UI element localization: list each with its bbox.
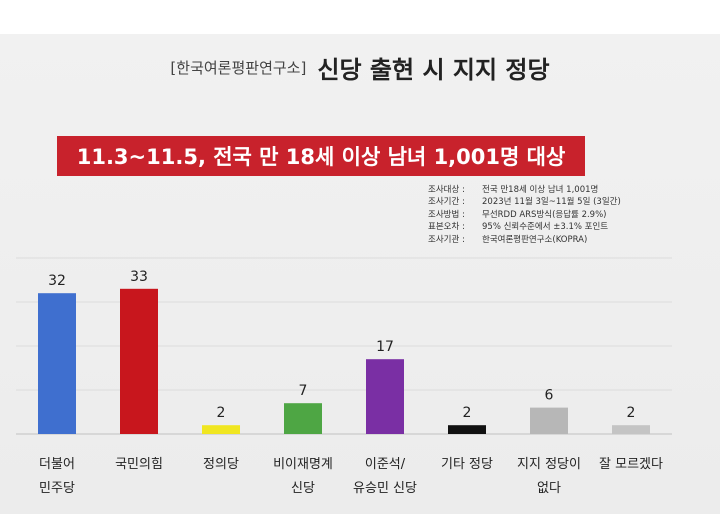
data-label: 17 bbox=[376, 339, 394, 355]
bar bbox=[612, 425, 650, 434]
survey-info-value: 95% 신뢰수준에서 ±3.1% 포인트 bbox=[482, 222, 609, 233]
survey-info-key: 조사기간 : bbox=[428, 197, 465, 208]
category-label: 이준석/유승민 신당 bbox=[353, 457, 417, 496]
category-label: 잘 모르겠다 bbox=[599, 457, 663, 472]
bar bbox=[530, 407, 568, 434]
chart-header: [한국여론평판연구소] 신당 출현 시 지지 정당 bbox=[0, 50, 720, 85]
data-label: 6 bbox=[545, 388, 554, 404]
bar bbox=[366, 359, 404, 434]
data-label: 2 bbox=[217, 405, 226, 421]
data-label: 32 bbox=[48, 273, 66, 289]
data-label: 2 bbox=[463, 405, 472, 421]
survey-info-value: 전국 만18세 이상 남녀 1,001명 bbox=[482, 185, 599, 195]
category-label: 정의당 bbox=[203, 457, 239, 472]
category-label: 지지 정당이 없다 bbox=[517, 457, 581, 496]
bar bbox=[202, 425, 240, 434]
bar bbox=[284, 403, 322, 434]
survey-info-value: 2023년 11월 3일~11월 5일 (3일간) bbox=[482, 197, 621, 208]
survey-info: 조사대상 : 전국 만18세 이상 남녀 1,001명 조사기간 : 2023년… bbox=[428, 184, 698, 246]
data-label: 2 bbox=[627, 405, 636, 421]
category-label: 기타 정당 bbox=[441, 457, 493, 472]
category-label: 더불어 민주당 bbox=[39, 457, 75, 496]
survey-info-value: 한국여론평판연구소(KOPRA) bbox=[482, 234, 588, 245]
category-label: 비이재명계 신당 bbox=[273, 457, 333, 496]
survey-info-row: 조사대상 : 전국 만18세 이상 남녀 1,001명 bbox=[428, 184, 698, 196]
survey-info-row: 조사방법 : 무선RDD ARS방식(응답률 2.9%) bbox=[428, 209, 698, 221]
survey-info-value: 무선RDD ARS방식(응답률 2.9%) bbox=[482, 209, 607, 220]
survey-info-row: 표본오차 : 95% 신뢰수준에서 ±3.1% 포인트 bbox=[428, 221, 698, 233]
bar bbox=[448, 425, 486, 434]
source-label: [한국여론평판연구소] bbox=[170, 59, 307, 77]
survey-banner: 11.3~11.5, 전국 만 18세 이상 남녀 1,001명 대상 bbox=[57, 136, 585, 176]
data-label: 33 bbox=[130, 269, 148, 285]
bar bbox=[38, 293, 76, 434]
bar bbox=[120, 288, 158, 434]
data-label: 7 bbox=[299, 383, 308, 399]
chart-title: 신당 출현 시 지지 정당 bbox=[317, 56, 550, 84]
survey-info-key: 조사기관 : bbox=[428, 234, 465, 245]
survey-info-row: 조사기간 : 2023년 11월 3일~11월 5일 (3일간) bbox=[428, 196, 698, 208]
category-label: 국민의힘 bbox=[115, 457, 163, 472]
survey-info-key: 조사대상 : bbox=[428, 185, 465, 195]
survey-info-key: 조사방법 : bbox=[428, 209, 465, 220]
survey-info-key: 표본오차 : bbox=[428, 222, 465, 233]
survey-info-row: 조사기관 : 한국여론평판연구소(KOPRA) bbox=[428, 234, 698, 246]
